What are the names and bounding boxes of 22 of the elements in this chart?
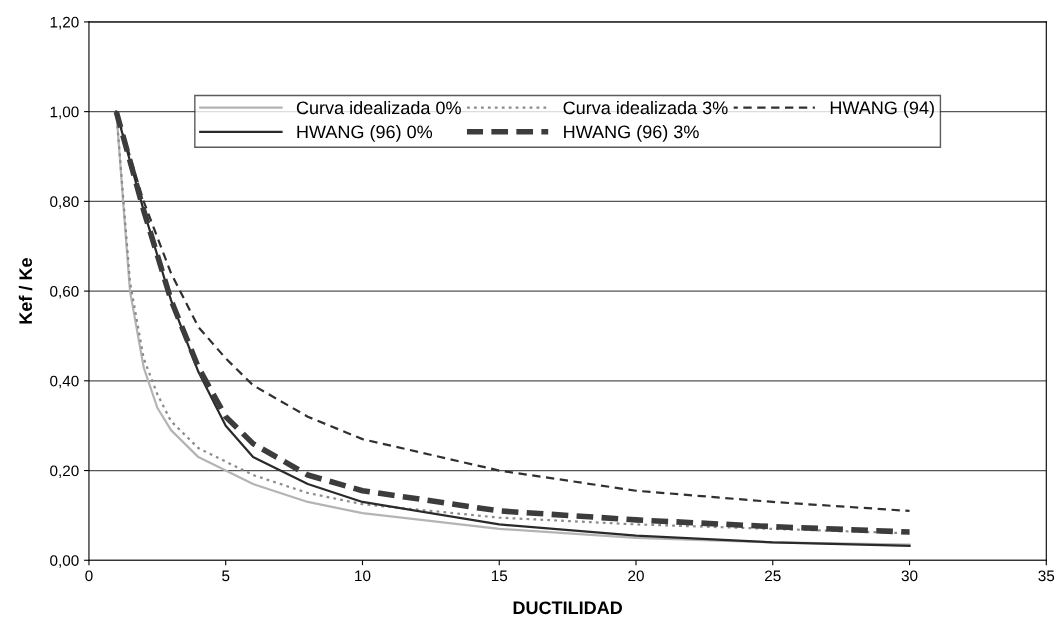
legend-label: HWANG (96) 0% xyxy=(297,125,433,142)
y-tick-label: 0,80 xyxy=(50,196,79,209)
y-tick-label: 0,60 xyxy=(50,285,79,299)
y-tick-label: 0,00 xyxy=(50,555,79,568)
x-tick-label: 5 xyxy=(222,570,230,582)
x-tick-label: 25 xyxy=(765,570,781,582)
y-tick-label: 1,00 xyxy=(50,106,79,120)
legend-label: HWANG (96) 3% xyxy=(564,125,699,142)
x-tick-label: 30 xyxy=(901,570,918,582)
y-axis-title: Kef / Ke xyxy=(18,258,33,324)
y-tick-label: 1,20 xyxy=(50,16,79,30)
x-tick-label: 35 xyxy=(1038,570,1055,582)
legend-label: HWANG (94) xyxy=(830,100,934,118)
legend-label: Curva idealizada 0% xyxy=(296,100,461,115)
legend-label: Curva idealizada 3% xyxy=(563,100,728,115)
y-tick-label: 0,20 xyxy=(50,465,79,479)
y-tick-label: 0,40 xyxy=(50,375,79,389)
x-tick-label: 10 xyxy=(355,570,371,582)
x-tick-label: 20 xyxy=(628,570,644,582)
x-axis-title: DUCTILIDAD xyxy=(513,601,623,615)
x-tick-label: 15 xyxy=(491,570,508,582)
x-tick-label: 0 xyxy=(85,570,93,582)
